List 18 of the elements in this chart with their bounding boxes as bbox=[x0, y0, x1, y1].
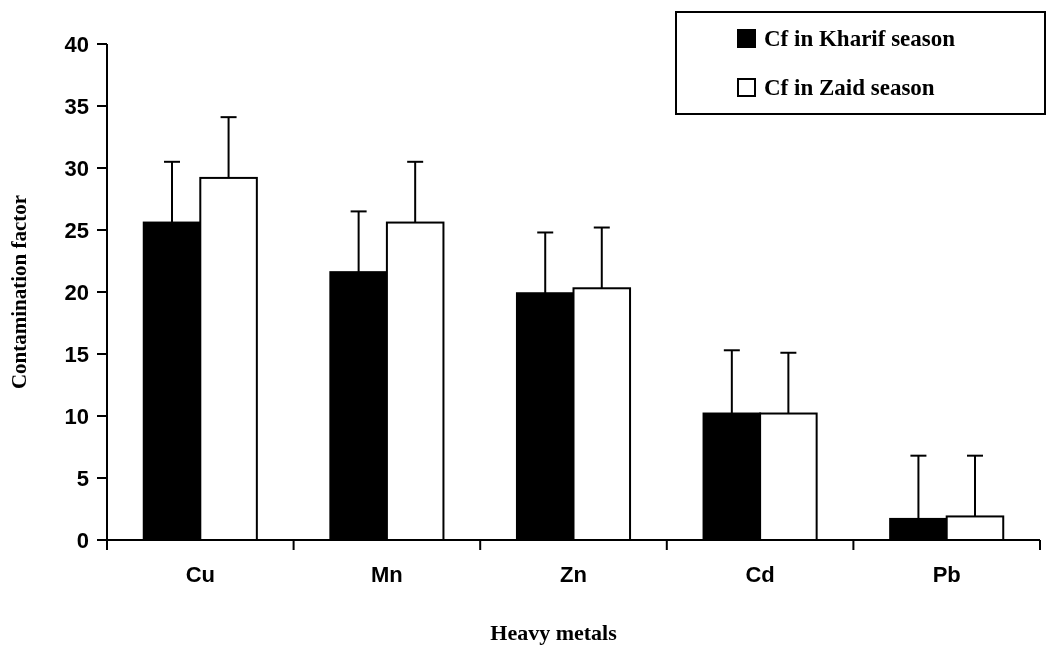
x-tick-label: Cu bbox=[185, 562, 215, 587]
y-tick-label: 40 bbox=[64, 31, 89, 57]
y-tick-label: 20 bbox=[64, 279, 89, 305]
y-tick-label: 25 bbox=[64, 217, 89, 243]
y-tick-label: 30 bbox=[64, 155, 89, 181]
legend-label: Cf in Kharif season bbox=[764, 26, 956, 51]
x-tick-label: Mn bbox=[371, 562, 403, 587]
x-tick-label: Cd bbox=[745, 562, 775, 587]
y-tick-label: 10 bbox=[64, 403, 89, 429]
y-tick-label: 35 bbox=[64, 93, 89, 119]
legend-label: Cf in Zaid season bbox=[764, 75, 935, 100]
y-tick-label: 15 bbox=[64, 341, 89, 367]
x-tick-label: Pb bbox=[932, 562, 961, 587]
y-axis-title: Contamination factor bbox=[7, 194, 31, 390]
x-tick-label: Zn bbox=[560, 562, 587, 587]
y-tick-label: 0 bbox=[76, 527, 89, 553]
y-tick-label: 5 bbox=[76, 465, 89, 491]
x-axis-title: Heavy metals bbox=[490, 620, 618, 645]
